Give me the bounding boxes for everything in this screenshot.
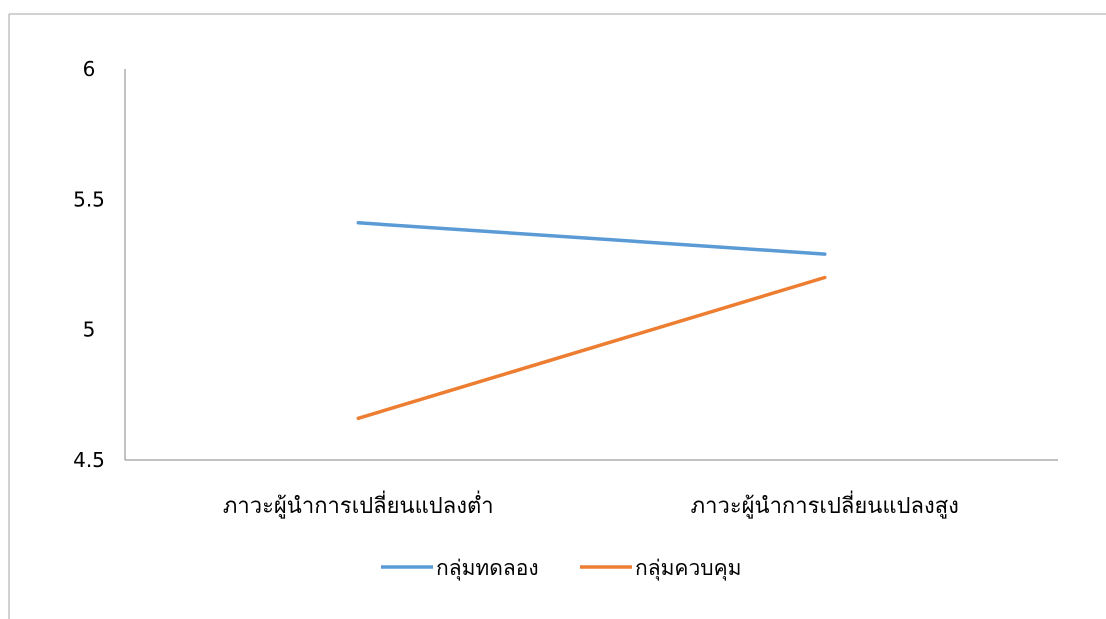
- legend-label: กลุ่มควบคุม: [635, 556, 742, 581]
- series-line-2: [356, 275, 827, 421]
- y-tick-label: 6: [83, 57, 96, 81]
- x-category-label: ภาวะผู้นำการเปลี่ยนแปลงต่ำ: [223, 490, 494, 519]
- x-axis-categories: ภาวะผู้นำการเปลี่ยนแปลงต่ำ ภาวะผู้นำการเป…: [223, 490, 959, 519]
- series-line-1: [356, 221, 827, 256]
- legend: กลุ่มทดลอง กลุ่มควบคุม: [381, 556, 742, 581]
- y-tick-label: 5.5: [73, 187, 105, 211]
- y-tick-label: 4.5: [73, 448, 105, 472]
- y-axis-ticks: 4.5 5 5.5 6: [73, 57, 105, 472]
- x-category-label: ภาวะผู้นำการเปลี่ยนแปลงสูง: [691, 490, 959, 519]
- y-tick-label: 5: [83, 318, 96, 342]
- series-lines: [356, 221, 827, 421]
- legend-label: กลุ่มทดลอง: [436, 556, 539, 581]
